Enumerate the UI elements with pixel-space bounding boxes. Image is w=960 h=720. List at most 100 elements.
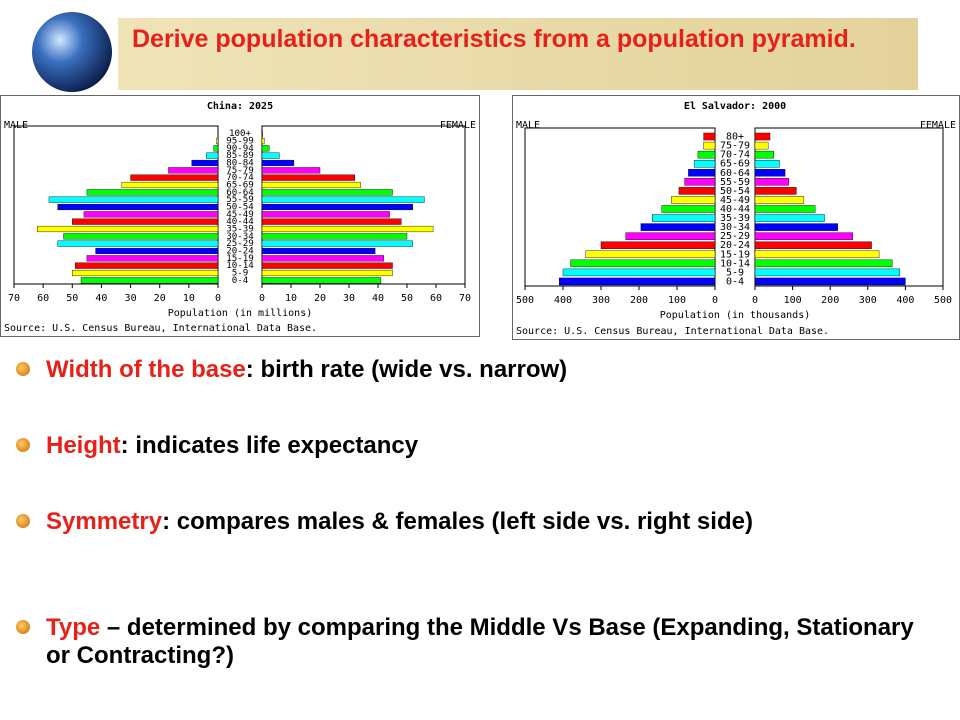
x-tick-label: 70 [459, 293, 471, 304]
chart-frame [0, 95, 480, 337]
bullet-icon [16, 514, 30, 528]
age-label: 65-69 [720, 159, 750, 170]
bullet-icon [16, 620, 30, 634]
age-label: 30-34 [720, 222, 750, 233]
bar [261, 255, 385, 262]
age-label: 25-29 [226, 238, 254, 249]
bullet: Symmetry: compares males & females (left… [16, 508, 926, 536]
legend-label: MALE [516, 120, 540, 131]
x-tick-label: 300 [592, 295, 610, 306]
age-label: 20-24 [720, 240, 750, 251]
age-label: 70-74 [720, 150, 750, 161]
bar [703, 141, 716, 150]
bar [754, 223, 838, 231]
bar [754, 150, 774, 159]
bar [191, 159, 219, 167]
bar [754, 250, 880, 259]
x-axis-label: Population (in thousands) [660, 310, 811, 321]
x-tick-label: 0 [215, 293, 221, 304]
bar [261, 130, 263, 137]
chart-title: El Salvador: 2000 [684, 101, 786, 112]
bar [688, 169, 716, 177]
age-label: 0-4 [232, 275, 249, 286]
chart-frame [512, 95, 960, 340]
age-label: 15-19 [720, 249, 750, 260]
source-note: Source: U.S. Census Bureau, Internationa… [516, 326, 829, 337]
bar [625, 232, 716, 240]
bar [693, 159, 716, 168]
bar [754, 187, 797, 195]
slide-title: Derive population characteristics from a… [132, 25, 856, 53]
age-label: 50-54 [720, 186, 750, 197]
bar [261, 225, 434, 233]
age-label: 35-39 [226, 224, 254, 235]
bar [754, 178, 790, 186]
bar [48, 196, 219, 203]
bar [213, 145, 219, 152]
age-label: 75-79 [720, 141, 750, 152]
bar [83, 211, 219, 218]
title-bar [118, 18, 918, 90]
age-label: 55-59 [720, 177, 750, 188]
age-label: 5-9 [232, 268, 249, 279]
bullet-term: Type [46, 614, 101, 641]
age-label: 5-9 [726, 267, 744, 278]
age-label: 10-14 [226, 260, 254, 271]
age-label: 35-39 [720, 213, 750, 224]
x-tick-label: 20 [314, 293, 326, 304]
age-label: 60-64 [720, 168, 750, 179]
bar [57, 203, 219, 211]
bar [261, 152, 280, 159]
bar [206, 152, 219, 159]
bar [562, 268, 716, 277]
age-label: 55-59 [226, 194, 254, 205]
bar [661, 205, 716, 213]
bullet-icon [16, 362, 30, 376]
bar [754, 241, 872, 249]
bar [570, 259, 716, 268]
x-tick-label: 200 [630, 295, 648, 306]
bar [754, 268, 900, 277]
bar [261, 137, 265, 145]
bar [261, 240, 414, 247]
age-label: 60-64 [226, 187, 254, 198]
bar [121, 181, 219, 189]
x-tick-label: 10 [183, 293, 195, 304]
bullet: Height: indicates life expectancy [16, 432, 926, 460]
source-note: Source: U.S. Census Bureau, Internationa… [4, 323, 317, 334]
x-tick-label: 60 [37, 293, 49, 304]
x-tick-label: 10 [285, 293, 297, 304]
age-label: 20-24 [226, 246, 254, 257]
bar [261, 277, 382, 284]
bar [261, 269, 393, 277]
bullet-term: Height [46, 432, 121, 459]
bar [95, 247, 219, 255]
x-tick-label: 500 [934, 295, 952, 306]
x-tick-label: 30 [343, 293, 355, 304]
bar [678, 187, 716, 195]
bar [261, 211, 390, 218]
x-tick-label: 20 [154, 293, 166, 304]
bar [261, 167, 321, 174]
bar [600, 241, 716, 249]
x-tick-label: 100 [784, 295, 802, 306]
age-label: 75-79 [226, 165, 254, 176]
bar [261, 218, 402, 225]
x-tick-label: 500 [516, 295, 534, 306]
x-tick-label: 40 [95, 293, 107, 304]
bullet-text: : compares males & females (left side vs… [162, 508, 753, 535]
age-label: 85-89 [226, 150, 254, 161]
age-label: 15-19 [226, 253, 254, 264]
chart-title: China: 2025 [207, 100, 273, 112]
bullet-icon [16, 438, 30, 452]
bar [754, 132, 771, 141]
bar [57, 240, 219, 247]
legend-label: FEMALE [920, 120, 956, 131]
x-tick-label: 70 [8, 293, 20, 304]
bar [216, 137, 219, 145]
bar [754, 141, 769, 150]
bar [261, 174, 356, 181]
x-tick-label: 100 [668, 295, 686, 306]
age-label: 10-14 [720, 258, 750, 269]
